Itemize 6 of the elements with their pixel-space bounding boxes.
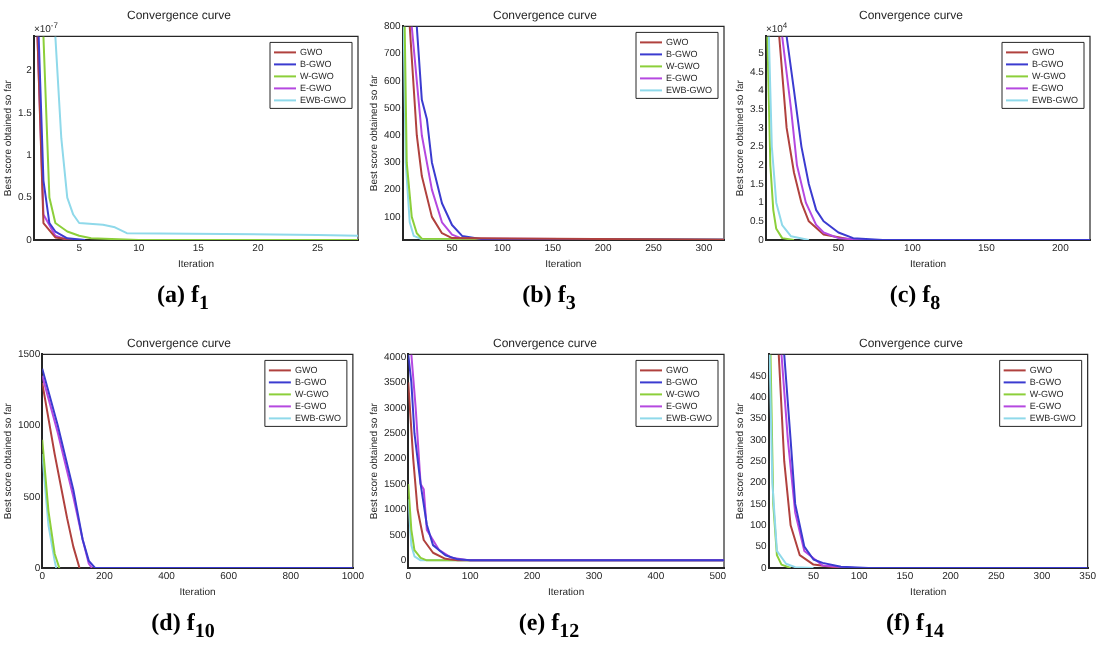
text: (f) f$_{14}$ (886, 608, 944, 643)
text: (a) f$_{1}$ (157, 280, 209, 315)
text: (c) f$_{8}$ (889, 280, 941, 315)
text: (d) f$_{10}$ (151, 608, 215, 643)
text: (b) f$_{3}$ (522, 280, 576, 315)
text: (e) f$_{12}$ (518, 608, 580, 643)
